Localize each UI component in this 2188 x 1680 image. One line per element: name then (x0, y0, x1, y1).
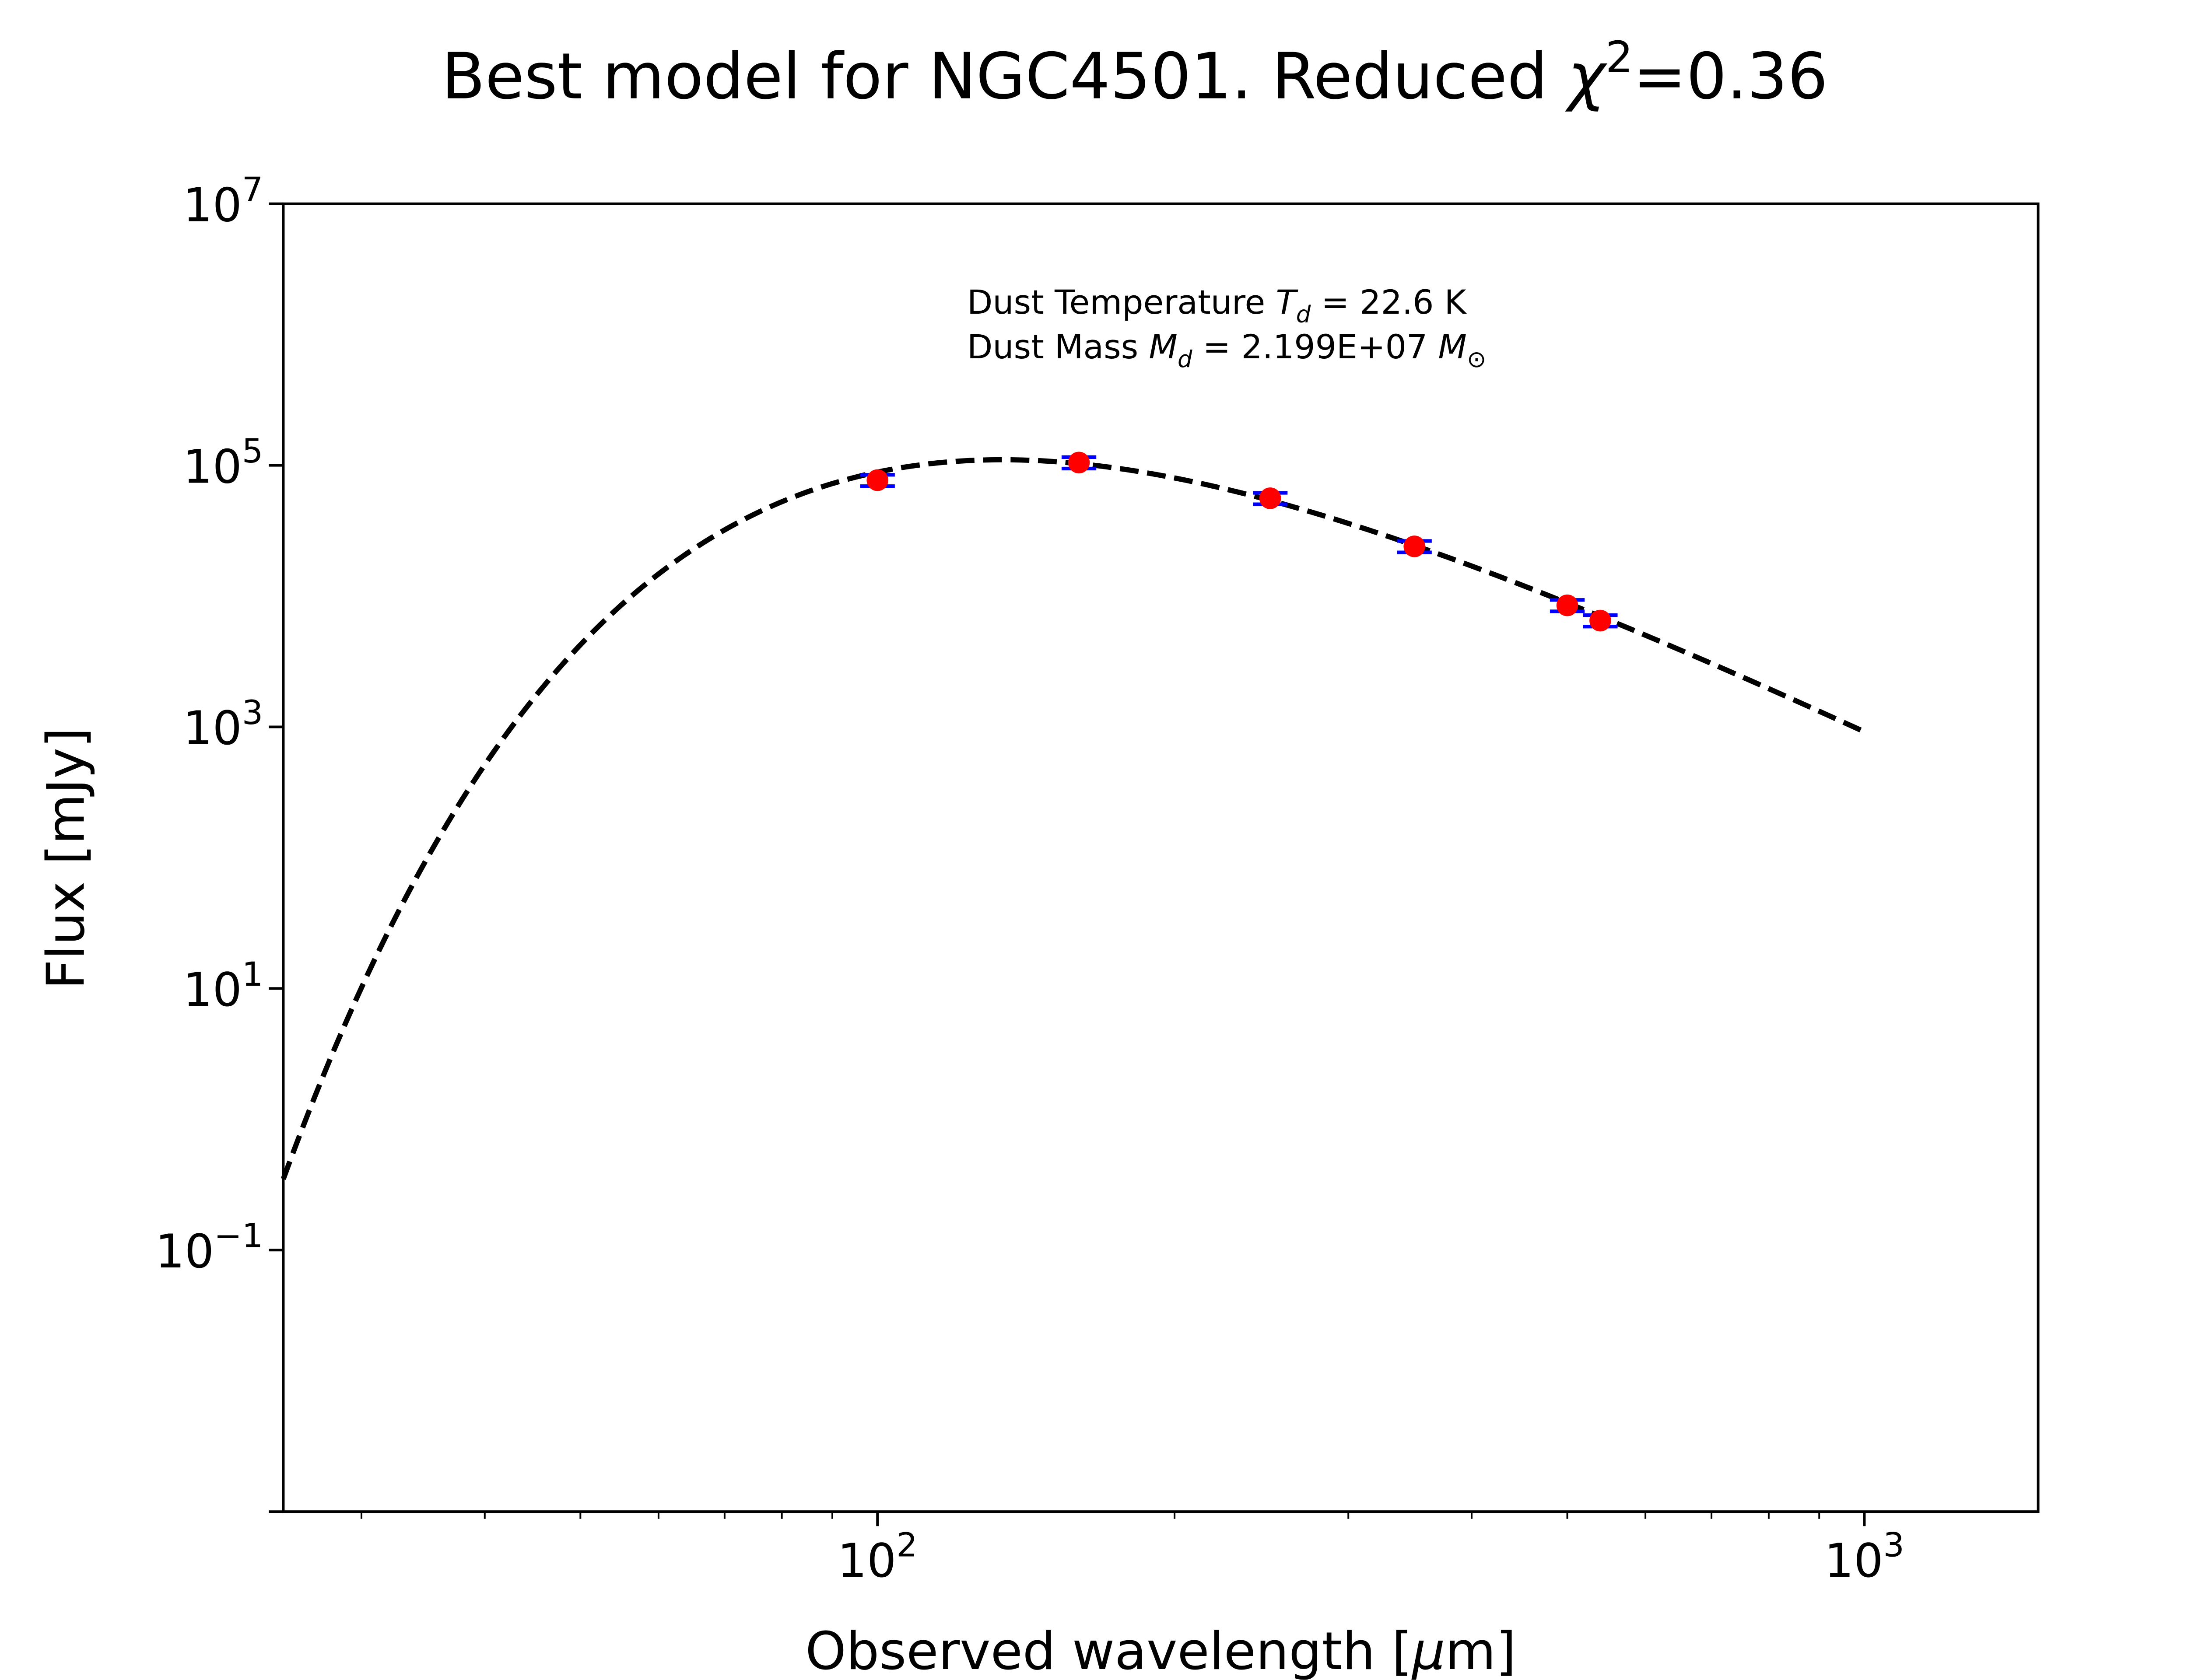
y-axis-label: Flux [mJy] (36, 728, 97, 990)
y-tick-label: 103 (183, 693, 263, 755)
data-point (866, 469, 888, 491)
annotation-temperature: Dust Temperature Td = 22.6 K (967, 283, 1467, 328)
x-tick-label: 102 (838, 1526, 918, 1588)
data-point (1589, 609, 1611, 632)
data-point (1556, 594, 1578, 616)
x-axis-label: Observed wavelength [μm] (805, 1621, 1516, 1680)
data-point (1403, 536, 1425, 557)
plot-frame (282, 202, 2040, 1513)
model-curve-line (281, 457, 1865, 1180)
data-point (1068, 452, 1090, 474)
y-tick-label: 10−1 (155, 1216, 263, 1278)
chart-title: Best model for NGC4501. Reduced χ2=0.36 (442, 32, 1828, 113)
y-tick-label: 105 (183, 431, 263, 494)
model-curve-layer (281, 457, 1865, 1180)
y-tick-label: 107 (183, 170, 263, 232)
x-tick-label: 103 (1824, 1526, 1904, 1588)
data-point (1259, 487, 1281, 509)
y-tick-label: 101 (183, 955, 263, 1017)
annotation-mass: Dust Mass Md = 2.199E+07 M⊙ (967, 327, 1486, 373)
observed-points-layer (860, 452, 1618, 632)
axis-ticks: 102 103 10−1 101 103 105 107 (155, 170, 1904, 1588)
